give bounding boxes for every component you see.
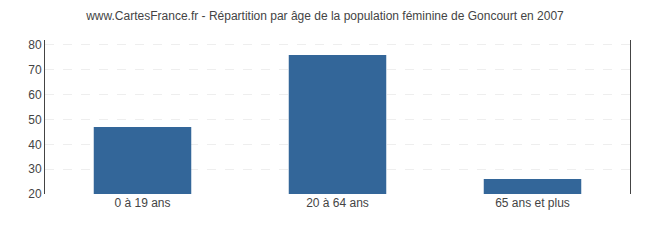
- svg-text:60: 60: [28, 88, 42, 102]
- svg-text:30: 30: [28, 162, 42, 176]
- svg-text:65 ans et plus: 65 ans et plus: [495, 196, 570, 210]
- svg-text:20 à 64 ans: 20 à 64 ans: [306, 196, 369, 210]
- svg-text:80: 80: [28, 38, 42, 52]
- svg-text:70: 70: [28, 63, 42, 77]
- svg-text:20: 20: [28, 187, 42, 201]
- svg-text:0 à 19 ans: 0 à 19 ans: [114, 196, 170, 210]
- svg-text:50: 50: [28, 113, 42, 127]
- svg-text:40: 40: [28, 138, 42, 152]
- svg-text:www.CartesFrance.fr - Répartit: www.CartesFrance.fr - Répartition par âg…: [85, 9, 564, 23]
